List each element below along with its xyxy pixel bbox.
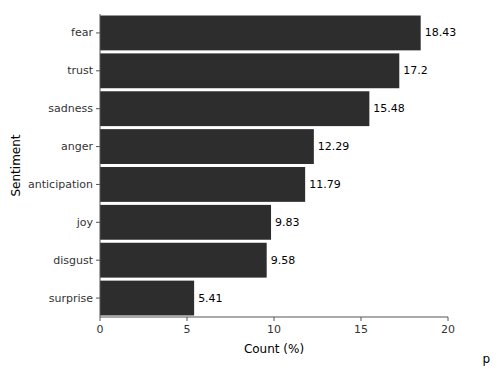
x-tick: [100, 317, 101, 321]
x-tick-label: 15: [354, 323, 368, 336]
y-tick: [96, 260, 100, 261]
data-label: 5.41: [198, 292, 223, 305]
y-tick-label: disgust: [53, 254, 93, 267]
bar: [100, 243, 267, 278]
bar: [100, 281, 194, 316]
y-tick: [96, 70, 100, 71]
bar: [100, 16, 421, 51]
y-tick: [96, 32, 100, 33]
y-tick-label: sadness: [48, 102, 93, 115]
caption: p: [482, 352, 490, 366]
y-tick: [96, 146, 100, 147]
x-tick: [448, 317, 449, 321]
y-tick: [96, 184, 100, 185]
data-label: 17.2: [403, 64, 428, 77]
data-label: 9.83: [275, 216, 300, 229]
x-tick: [274, 317, 275, 321]
x-axis-title: Count (%): [244, 342, 304, 356]
bar: [100, 91, 369, 126]
x-tick-label: 20: [441, 323, 455, 336]
y-tick: [96, 222, 100, 223]
data-label: 15.48: [373, 102, 405, 115]
y-tick: [96, 298, 100, 299]
data-label: 11.79: [309, 178, 341, 191]
x-tick-label: 5: [184, 323, 191, 336]
x-tick-label: 0: [97, 323, 104, 336]
y-tick-label: joy: [76, 216, 94, 229]
y-tick-label: fear: [71, 26, 93, 39]
data-label: 18.43: [425, 26, 457, 39]
data-label: 9.58: [271, 254, 296, 267]
bar: [100, 167, 305, 202]
x-tick: [187, 317, 188, 321]
x-tick-label: 10: [267, 323, 281, 336]
y-tick-label: surprise: [49, 292, 94, 305]
bars: [100, 16, 421, 316]
y-tick-label: anger: [61, 140, 93, 153]
y-tick-label: trust: [67, 64, 94, 77]
y-tick-label: anticipation: [28, 178, 93, 191]
bar: [100, 53, 399, 88]
y-axis-line: [100, 14, 101, 317]
bar: [100, 129, 314, 164]
chart-svg: 5.41 9.58 9.83 11.79 12.29 15.48 17.2 18.43 0 5 10…: [0, 0, 500, 369]
data-label: 12.29: [318, 140, 350, 153]
bar: [100, 205, 271, 240]
y-axis-title: Sentiment: [9, 134, 23, 196]
y-tick: [96, 108, 100, 109]
x-tick: [361, 317, 362, 321]
chart-container: 5.41 9.58 9.83 11.79 12.29 15.48 17.2 18.43 0 5 10…: [0, 0, 500, 369]
